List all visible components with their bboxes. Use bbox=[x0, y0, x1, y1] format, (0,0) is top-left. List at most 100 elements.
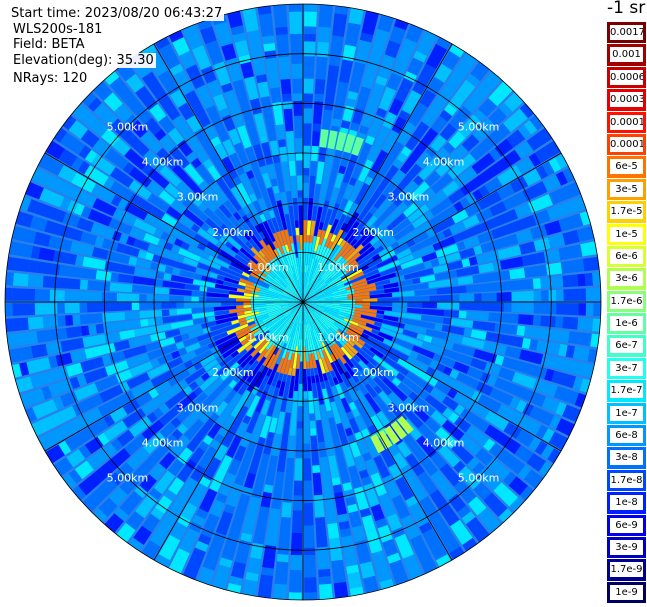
range-gate-cell bbox=[292, 346, 299, 369]
range-gate-cell bbox=[170, 417, 182, 428]
range-gate-cell bbox=[265, 469, 276, 486]
range-gate-cell bbox=[247, 278, 269, 289]
range-gate-cell bbox=[512, 372, 523, 384]
range-gate-cell bbox=[320, 381, 326, 390]
range-gate-cell bbox=[242, 510, 258, 535]
range-gate-cell bbox=[214, 21, 233, 47]
range-gate-cell bbox=[317, 297, 326, 300]
range-gate-cell bbox=[64, 437, 78, 452]
range-gate-cell bbox=[290, 243, 297, 266]
range-gate-cell bbox=[310, 435, 318, 444]
range-gate-cell bbox=[275, 288, 283, 293]
range-gate-cell bbox=[389, 26, 406, 45]
range-gate-cell bbox=[156, 147, 178, 170]
range-gate-cell bbox=[461, 336, 485, 350]
range-gate-cell bbox=[335, 131, 347, 152]
range-gate-cell bbox=[340, 244, 353, 258]
range-gate-cell bbox=[441, 324, 465, 336]
range-gate-cell bbox=[555, 316, 564, 329]
range-gate-cell bbox=[245, 571, 259, 582]
range-gate-cell bbox=[310, 303, 318, 305]
range-gate-cell bbox=[292, 331, 299, 354]
range-gate-cell bbox=[362, 452, 372, 462]
range-gate-cell bbox=[234, 230, 248, 244]
range-gate-cell bbox=[244, 286, 260, 293]
range-gate-cell bbox=[308, 175, 316, 199]
range-gate-cell bbox=[274, 339, 281, 347]
range-gate-cell bbox=[395, 270, 404, 277]
range-gate-cell bbox=[234, 342, 243, 350]
range-gate-cell bbox=[268, 261, 285, 280]
range-gate-cell bbox=[304, 324, 307, 340]
range-gate-cell bbox=[345, 342, 359, 355]
range-gate-cell bbox=[185, 342, 201, 353]
range-gate-cell bbox=[266, 305, 282, 310]
range-gate-cell bbox=[228, 522, 243, 540]
range-gate-cell bbox=[176, 302, 184, 309]
range-gate-cell bbox=[102, 313, 111, 323]
range-gate-cell bbox=[521, 388, 546, 407]
range-gate-cell bbox=[215, 177, 234, 200]
range-gate-cell bbox=[303, 302, 325, 310]
range-gate-cell bbox=[331, 288, 347, 295]
range-gate-cell bbox=[215, 404, 234, 427]
range-gate-cell bbox=[349, 441, 362, 458]
range-gate-cell bbox=[245, 344, 253, 352]
range-gate-cell bbox=[284, 307, 299, 326]
range-gate-cell bbox=[457, 275, 474, 285]
range-gate-cell bbox=[274, 162, 282, 171]
range-gate-cell bbox=[372, 232, 394, 250]
range-gate-cell bbox=[273, 347, 280, 355]
range-gate-cell bbox=[168, 30, 184, 43]
range-gate-cell bbox=[401, 489, 414, 501]
range-gate-cell bbox=[319, 129, 329, 148]
range-gate-cell bbox=[203, 123, 218, 141]
range-gate-cell bbox=[104, 148, 123, 166]
range-gate-cell bbox=[230, 25, 245, 36]
range-gate-cell bbox=[555, 154, 568, 169]
range-gate-cell bbox=[406, 282, 429, 291]
range-gate-cell bbox=[319, 264, 330, 278]
range-gate-cell bbox=[5, 272, 14, 286]
range-gate-cell bbox=[101, 292, 117, 302]
range-gate-cell bbox=[155, 495, 173, 514]
range-gate-cell bbox=[361, 476, 372, 486]
range-gate-cell bbox=[270, 309, 291, 323]
range-gate-cell bbox=[453, 361, 470, 374]
range-gate-cell bbox=[443, 142, 456, 154]
range-gate-cell bbox=[188, 483, 208, 508]
range-gate-cell bbox=[203, 207, 214, 217]
range-gate-cell bbox=[341, 262, 350, 269]
range-gate-cell bbox=[274, 277, 281, 284]
range-gate-cell bbox=[78, 145, 92, 159]
range-gate-cell bbox=[300, 294, 303, 302]
range-gate-cell bbox=[406, 307, 422, 314]
range-gate-cell bbox=[165, 422, 176, 434]
range-gate-cell bbox=[359, 32, 374, 43]
range-gate-cell bbox=[381, 355, 403, 372]
range-gate-cell bbox=[355, 39, 372, 65]
range-gate-cell bbox=[285, 287, 292, 293]
range-gate-cell bbox=[158, 43, 181, 70]
range-gate-cell bbox=[318, 335, 324, 343]
range-gate-cell bbox=[173, 238, 184, 247]
range-gate-cell bbox=[109, 282, 133, 293]
range-gate-cell bbox=[219, 486, 231, 497]
range-gate-cell bbox=[84, 347, 95, 359]
range-gate-cell bbox=[280, 389, 289, 413]
range-gate-cell bbox=[420, 315, 444, 324]
range-gate-cell bbox=[240, 156, 249, 166]
range-gate-cell bbox=[393, 197, 403, 207]
range-gate-cell bbox=[265, 57, 279, 82]
range-gate-cell bbox=[275, 325, 286, 338]
range-gate-cell bbox=[306, 361, 310, 369]
range-gate-cell bbox=[124, 114, 138, 128]
range-gate-cell bbox=[149, 487, 162, 501]
range-gate-cell bbox=[149, 463, 167, 481]
elevation-label: Elevation(deg): 35.30 bbox=[11, 53, 156, 68]
range-gate-cell bbox=[248, 275, 270, 287]
range-gate-cell bbox=[306, 257, 313, 281]
colorbar-tick-label: 0.001 bbox=[610, 47, 643, 63]
range-label: 3.00km bbox=[177, 401, 219, 414]
range-gate-cell bbox=[321, 263, 328, 271]
